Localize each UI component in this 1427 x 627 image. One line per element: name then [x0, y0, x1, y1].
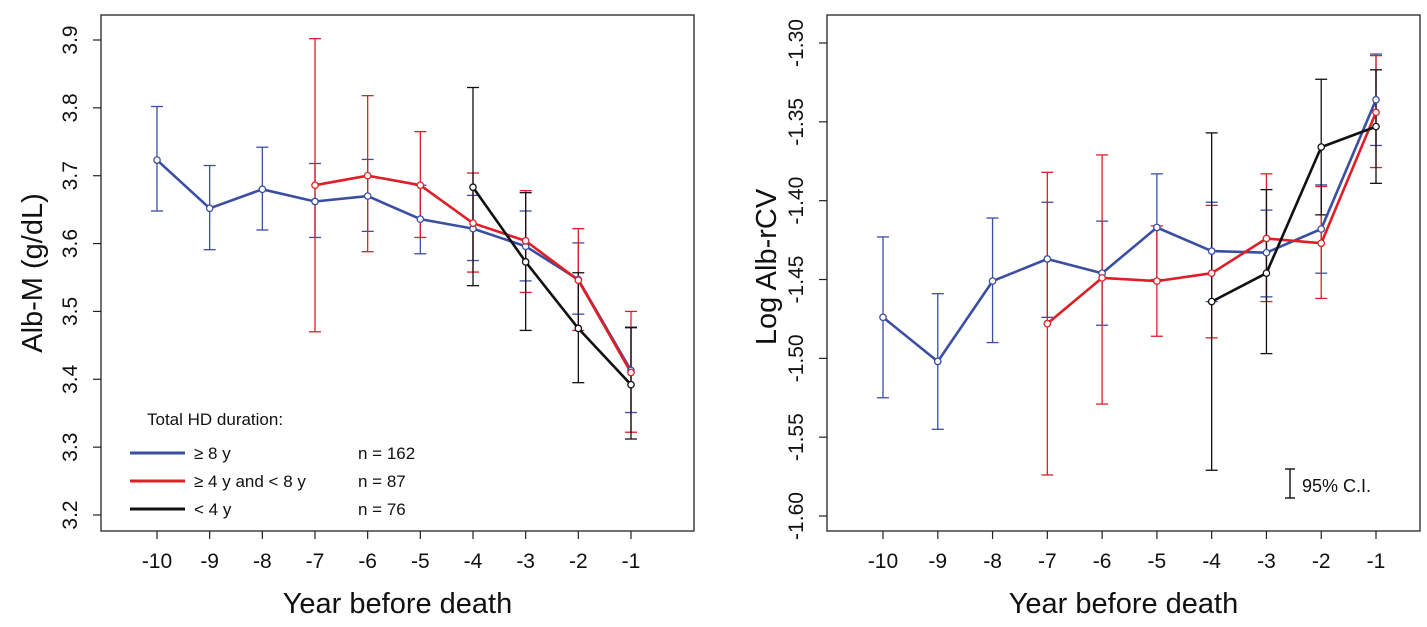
- x-axis-title: Year before death: [283, 588, 513, 620]
- series-line: [471, 186, 632, 386]
- plot-frame: [826, 14, 1421, 532]
- y-tick-label: -1.30: [785, 19, 808, 67]
- x-tick-label: -4: [464, 550, 483, 573]
- legend-label: ≥ 8 y: [194, 444, 231, 463]
- data-point: [879, 313, 887, 322]
- x-tick-label: -9: [928, 550, 947, 573]
- data-point: [1262, 234, 1271, 243]
- data-point: [1262, 269, 1271, 278]
- x-tick-label: -9: [200, 550, 219, 573]
- axes: -10 -9 -8 -7 -6 -5 -4 -3 -2 -1 -1.60 -1.55 -1.50 -1.4…: [785, 19, 1385, 573]
- y-tick-label: -1.35: [785, 98, 808, 146]
- data-point: [258, 185, 267, 194]
- y-tick-label: 3.2: [59, 500, 82, 529]
- x-tick-label: -7: [306, 550, 325, 573]
- x-tick-label: -5: [1148, 550, 1167, 573]
- legend-label: ≥ 4 y and < 8 y: [194, 472, 306, 491]
- data-point: [1372, 122, 1380, 131]
- x-tick-label: -6: [358, 550, 377, 573]
- x-tick-label: -1: [622, 550, 641, 573]
- data-point: [1207, 297, 1216, 306]
- plot-frame: [100, 14, 695, 532]
- y-tick-label: 3.5: [59, 297, 82, 326]
- legend-count: n = 162: [358, 444, 415, 463]
- y-axis-title: Alb-M (g/dL): [17, 193, 49, 353]
- data-point: [1317, 239, 1326, 248]
- x-tick-label: -7: [1038, 550, 1057, 573]
- x-axis-title: Year before death: [1009, 588, 1239, 620]
- data-point: [574, 324, 583, 333]
- series-points: [153, 156, 635, 389]
- data-point: [1153, 277, 1161, 285]
- x-tick-label: -2: [569, 550, 588, 573]
- y-tick-label: -1.60: [785, 492, 808, 540]
- legend-title: Total HD duration:: [147, 410, 283, 429]
- data-point: [1317, 143, 1326, 151]
- data-point: [469, 183, 477, 192]
- y-tick-label: 3.9: [59, 25, 82, 54]
- data-point: [1372, 95, 1380, 104]
- data-point: [1043, 319, 1052, 328]
- data-point: [521, 237, 530, 245]
- y-tick-label: -1.40: [785, 177, 808, 225]
- y-axis-title: Log Alb-rCV: [751, 188, 783, 345]
- data-point: [1098, 274, 1106, 282]
- data-point: [153, 156, 161, 164]
- x-tick-label: -3: [516, 550, 535, 573]
- data-point: [1207, 247, 1216, 255]
- data-point: [205, 204, 214, 213]
- x-tick-label: -10: [868, 550, 898, 573]
- x-tick-label: -8: [983, 550, 1002, 573]
- data-point: [933, 357, 942, 366]
- data-point: [1262, 248, 1271, 257]
- series-points: [879, 95, 1380, 366]
- series-line: [156, 159, 633, 372]
- data-point: [1317, 225, 1326, 233]
- log-alb-rcv-chart: -10 -9 -8 -7 -6 -5 -4 -3 -2 -1 -1.60 -1.55 -1.50 -1.4…: [751, 14, 1421, 620]
- ci-legend: 95% C.I.: [1285, 468, 1371, 499]
- y-tick-label: 3.8: [59, 93, 82, 122]
- x-tick-label: -2: [1312, 550, 1331, 573]
- x-tick-label: -5: [411, 550, 430, 573]
- y-tick-label: -1.45: [785, 256, 808, 304]
- data-point: [311, 197, 319, 206]
- x-tick-label: -1: [1367, 550, 1386, 573]
- y-tick-label: 3.6: [59, 229, 82, 258]
- data-point: [469, 219, 477, 228]
- data-point: [416, 181, 425, 190]
- y-tick-label: 3.7: [59, 161, 82, 190]
- data-point: [627, 380, 635, 389]
- y-tick-label: 3.3: [59, 433, 82, 462]
- y-tick-label: -1.50: [785, 334, 808, 382]
- data-point: [521, 258, 530, 266]
- legend-count: n = 87: [358, 472, 406, 491]
- data-point: [416, 215, 425, 223]
- data-point: [988, 277, 997, 285]
- x-tick-label: -6: [1093, 550, 1112, 573]
- x-tick-label: -8: [253, 550, 272, 573]
- ci-annotation: 95% C.I.: [1302, 476, 1371, 496]
- legend-count: n = 76: [358, 500, 406, 519]
- data-point: [1372, 108, 1380, 117]
- data-point: [574, 276, 583, 285]
- series-line: [1211, 125, 1377, 303]
- y-tick-label: -1.55: [785, 413, 808, 461]
- data-point: [363, 192, 372, 200]
- alb-m-chart: -10 -9 -8 -7 -6 -5 -4 -3 -2 -1 3.2 3.3 3.4 3.5 3.6 3.7 3…: [17, 14, 695, 620]
- data-point: [1043, 255, 1052, 263]
- x-tick-label: -4: [1202, 550, 1221, 573]
- data-point: [1207, 269, 1216, 278]
- legend: Total HD duration: ≥ 8 y n = 162 ≥ 4 y a…: [130, 410, 415, 519]
- axes: -10 -9 -8 -7 -6 -5 -4 -3 -2 -1 3.2 3.3 3.4 3.5 3.6 3.7 3…: [59, 25, 640, 573]
- data-point: [311, 181, 319, 190]
- data-point: [1153, 223, 1161, 232]
- y-tick-label: 3.4: [59, 364, 82, 394]
- data-point: [363, 171, 372, 180]
- x-tick-label: -3: [1257, 550, 1276, 573]
- data-point: [627, 368, 635, 377]
- x-tick-label: -10: [142, 550, 172, 573]
- legend-label: < 4 y: [194, 500, 232, 519]
